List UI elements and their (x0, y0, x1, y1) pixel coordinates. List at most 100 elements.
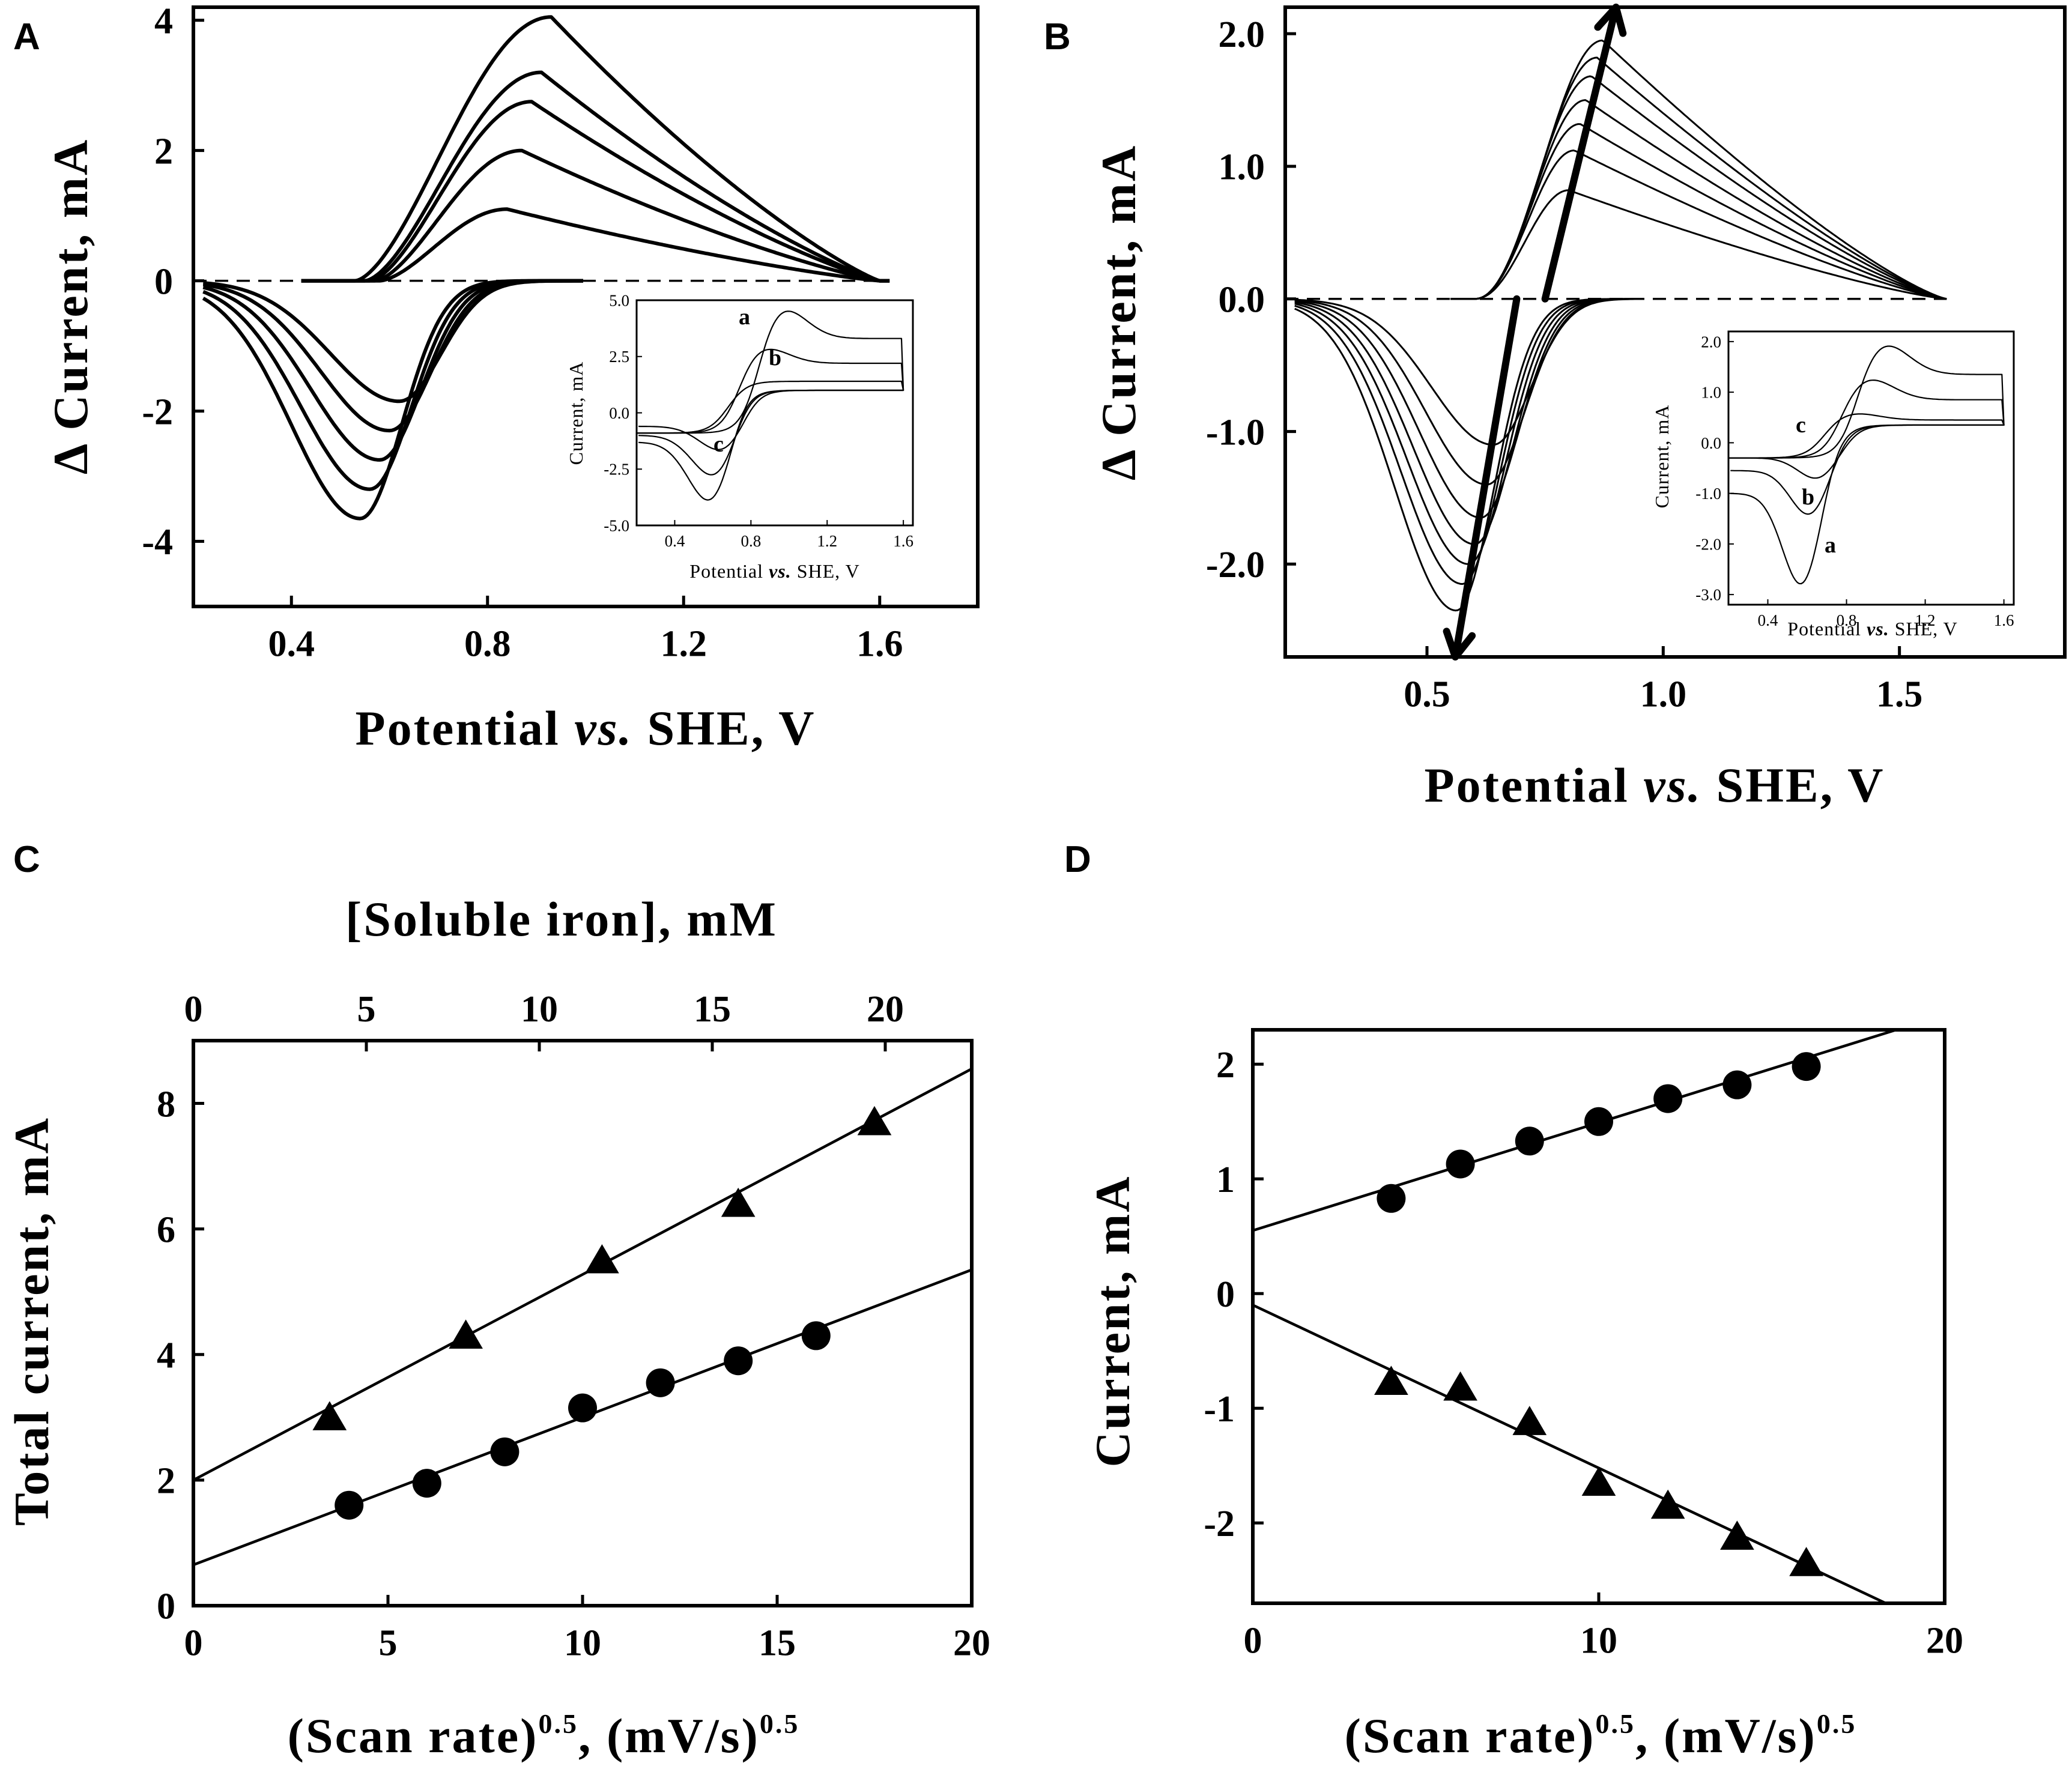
panel-b-oxidation-curve-1 (1450, 189, 1947, 300)
panel-b-inset-ytick-label: -2.0 (1695, 535, 1721, 553)
panel-d-xtick-label: 20 (1926, 1621, 1963, 1662)
panel-c-top-xtick-label: 20 (867, 989, 904, 1030)
panel-b-ytick-label: 2.0 (1219, 14, 1265, 55)
panel-c-triangle-point (857, 1105, 892, 1135)
panel-b-oxidation-curve-2 (1450, 150, 1947, 300)
panel-c-circle-point (412, 1469, 441, 1498)
panel-d-circle-point (1584, 1107, 1613, 1136)
panel-a-inset-ytick-label: -5.0 (604, 516, 629, 534)
panel-c-top-xtick-label: 15 (694, 989, 731, 1030)
panel-a-xtick-label: 0.4 (268, 624, 315, 665)
panel-c-ytick-label: 4 (157, 1335, 175, 1376)
panel-c-letter: C (13, 839, 40, 880)
panel-a: A 4 2 0 -2 -4 0.4 0.8 1.2 1.6 Potential vs. SHE… (13, 1, 980, 755)
panel-d-ytick-label: -1 (1204, 1389, 1235, 1430)
panel-b-inset-label-c: c (1796, 413, 1806, 438)
panel-a-reduction-curve-5 (202, 279, 583, 521)
panel-c-circle-point (568, 1393, 597, 1423)
panel-a-inset-ticks: 5.0 2.5 0.0 -2.5 -5.0 0.4 0.8 1.2 1.6 (604, 291, 913, 550)
panel-a-inset-label-b: b (769, 345, 781, 370)
panel-a-inset-plot (637, 310, 904, 501)
panel-d-triangle-point (1443, 1371, 1477, 1401)
panel-b-reduction-curve-3 (1294, 298, 1638, 519)
panel-c-circle-point (335, 1490, 364, 1520)
panel-a-ytick-label: -2 (142, 392, 173, 432)
panel-d: D 210-1-20 10 20 (Scan rate)0.5, (mV/s)0.5… (1064, 839, 1963, 1763)
panel-a-xtick-label: 1.2 (661, 624, 707, 665)
panel-b-inset-curve-c (1728, 413, 2005, 479)
panel-d-xtick-label: 0 (1244, 1621, 1262, 1662)
panel-a-xtick-label: 1.6 (856, 624, 903, 665)
panel-d-ticks: 210-1-20 10 20 (1204, 1045, 1963, 1662)
panel-b-yticks: 2.0 1.0 0.0 -1.0 -2.0 (1206, 14, 1296, 585)
panel-b-inset-xlabel: Potential vs. SHE, V (1787, 618, 1957, 640)
panel-d-triangle-point (1650, 1489, 1685, 1519)
panel-a-ylabel: Δ Current, mA (43, 138, 98, 474)
panel-d-triangle-point (1374, 1365, 1408, 1395)
panel-d-ytick-label: 0 (1216, 1274, 1235, 1315)
panel-b-inset-plot (1728, 345, 2005, 585)
panel-a-inset-xtick-label: 0.8 (741, 532, 761, 550)
panel-c-xtick-label: 10 (564, 1623, 601, 1664)
panel-b-inset-xtick-label: 1.6 (1994, 611, 2014, 629)
panel-a-inset-ytick-label: -2.5 (604, 461, 629, 479)
panel-b-ytick-label: 1.0 (1219, 147, 1265, 188)
panel-a-oxidation-curve-1 (301, 207, 890, 283)
panel-b-oxidation-curve-3 (1450, 123, 1947, 300)
panel-b-inset-label-b: b (1802, 485, 1814, 510)
panel-b-ylabel: Δ Current, mA (1091, 144, 1146, 480)
panel-c-circle-point (646, 1368, 675, 1397)
panel-c-top-xlabel: [Soluble iron], mM (345, 892, 778, 946)
panel-a-inset: 5.0 2.5 0.0 -2.5 -5.0 0.4 0.8 1.2 1.6 Potential … (565, 291, 914, 582)
panel-c-xlabel: (Scan rate)0.5, (mV/s)0.5 (288, 1708, 800, 1763)
panel-a-xlabel: Potential vs. SHE, V (356, 701, 816, 755)
panel-b-reduction-curve-1 (1294, 298, 1638, 446)
panel-b-reduction-curve-5 (1294, 298, 1638, 565)
panel-b-frame (1283, 5, 2067, 659)
panel-c-top-xtick-label: 0 (184, 989, 203, 1030)
panel-b-inset-ytick-label: 1.0 (1701, 384, 1721, 402)
panel-b-inset-label-a: a (1825, 533, 1836, 558)
panel-a-xticks: 0.4 0.8 1.2 1.6 (268, 596, 903, 665)
panel-a-plot (193, 15, 890, 521)
panel-b-inset-frame (1727, 330, 2015, 606)
panel-b-ytick-label: -2.0 (1206, 545, 1265, 585)
panel-a-ytick-label: 0 (154, 261, 173, 302)
panel-d-ylabel: Current, mA (1085, 1175, 1140, 1468)
panel-a-inset-ylabel: Current, mA (565, 361, 587, 465)
panel-b-inset-ytick-label: 2.0 (1701, 333, 1721, 351)
panel-a-inset-curve-a (637, 310, 904, 501)
panel-d-circle-point (1446, 1149, 1475, 1179)
panel-c-circle-point (724, 1346, 753, 1376)
panel-c-top-xtick-label: 5 (357, 989, 376, 1030)
panel-c-ytick-label: 6 (157, 1209, 175, 1250)
panel-b-inset-curve-b (1728, 380, 2005, 515)
panel-b-inset-ytick-label: 0.0 (1701, 434, 1721, 452)
panel-a-inset-ytick-label: 2.5 (609, 348, 629, 366)
panel-c-ticks: 0 2 4 6 8 0 5 10 15 20 0 5 10 15 20 (157, 989, 990, 1664)
panel-a-inset-xtick-label: 1.6 (893, 532, 913, 550)
panel-c: C [Soluble iron], mM 0 2 4 6 8 0 5 10 15 20 0 5 10 15… (4, 839, 990, 1763)
panel-c-circle-point (801, 1321, 831, 1350)
panel-a-frame (192, 5, 980, 608)
panel-c-ytick-label: 0 (157, 1586, 175, 1627)
panel-b-xtick-label: 1.0 (1640, 674, 1687, 715)
panel-a-inset-label-a: a (739, 304, 750, 330)
panel-b-reduction-curve-2 (1294, 298, 1638, 486)
panel-d-fit-line-2 (1252, 1304, 1887, 1605)
panel-b-inset-ticks: 2.0 1.0 0.0 -1.0 -2.0 -3.0 0.4 0.8 1.2 1.6 (1695, 333, 2014, 629)
panel-c-fit-line-1 (192, 1068, 973, 1481)
panel-c-triangle-point (312, 1401, 347, 1430)
panel-d-circle-point (1792, 1052, 1821, 1081)
panel-a-xtick-label: 0.8 (464, 624, 511, 665)
panel-b-inset-xtick-label: 0.4 (1758, 611, 1778, 629)
panel-d-triangle-point (1720, 1520, 1754, 1550)
panel-a-inset-xtick-label: 0.4 (665, 532, 685, 550)
panel-b-xtick-label: 1.5 (1876, 674, 1923, 715)
panel-c-ylabel: Total current, mA (4, 1116, 59, 1526)
panel-b: B 2.0 1.0 0.0 -1.0 -2.0 0.5 1.0 1.5 Potential … (1044, 4, 2067, 812)
panel-d-ytick-label: 1 (1216, 1160, 1235, 1200)
panel-b-ytick-label: -1.0 (1206, 412, 1265, 453)
panel-a-inset-xlabel: Potential vs. SHE, V (689, 560, 859, 582)
